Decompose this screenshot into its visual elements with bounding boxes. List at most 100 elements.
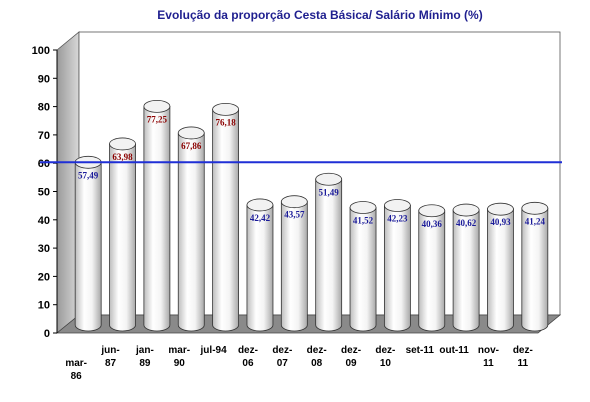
x-tick-label-line: jan- <box>135 345 154 356</box>
bar-top <box>212 103 240 116</box>
y-tick-label: 10 <box>38 300 50 312</box>
x-tick-label-line: 07 <box>277 358 289 369</box>
bar-body <box>246 204 274 332</box>
x-tick-label-line: set-11 <box>406 345 435 356</box>
data-label: 67,86 <box>181 141 202 151</box>
x-tick-label: mar- 90 <box>168 345 190 369</box>
bar <box>349 201 377 332</box>
x-tick-label: jan- 89 <box>135 345 154 369</box>
x-tick-label-line: 11 <box>483 358 494 369</box>
x-tick-label-line: 08 <box>311 358 323 369</box>
bar-top <box>280 195 308 209</box>
x-tick-label-line: 86 <box>71 371 83 382</box>
bar-top <box>487 202 514 216</box>
bar-top <box>383 199 411 212</box>
bar-top <box>521 201 549 215</box>
y-tick-label: 100 <box>32 45 50 57</box>
data-label: 51,49 <box>319 187 340 197</box>
x-tick-label-line: 90 <box>174 358 186 369</box>
x-tick-label-line: dez- <box>513 345 533 356</box>
data-label: 57,49 <box>78 170 99 180</box>
y-tick-label: 0 <box>44 328 50 340</box>
bar-top <box>452 203 480 217</box>
bar <box>246 198 274 332</box>
data-label: 77,25 <box>147 114 168 124</box>
x-tick-label-line: 06 <box>242 358 254 369</box>
x-tick-label-line: nov- <box>478 345 499 356</box>
bar-body <box>487 208 514 332</box>
x-tick-label: jun- 87 <box>100 345 119 369</box>
bar <box>280 195 308 332</box>
data-label: 43,57 <box>284 210 305 220</box>
x-tick-label-line: mar- <box>168 345 190 356</box>
x-tick-label: set-11 <box>406 345 435 356</box>
bar <box>315 172 343 332</box>
bar <box>177 126 205 332</box>
x-tick-label-line: 10 <box>380 358 392 369</box>
bar-body <box>212 109 240 332</box>
bar-top <box>315 172 343 186</box>
x-tick-label: jul-94 <box>200 345 228 356</box>
data-label: 40,93 <box>490 217 511 227</box>
x-tick-label: dez- 10 <box>375 345 395 369</box>
x-tick-label: out-11 <box>439 345 469 356</box>
bar <box>109 137 136 332</box>
y-tick-label: 20 <box>38 271 50 283</box>
data-label: 42,42 <box>250 213 271 223</box>
x-tick-label-line: 89 <box>139 358 151 369</box>
x-tick-label: mar- 86 <box>65 358 87 382</box>
bar <box>212 103 240 332</box>
y-tick-label: 30 <box>38 243 50 255</box>
x-tick-label-line: 11 <box>518 358 529 369</box>
data-label: 42,23 <box>387 213 408 223</box>
y-tick-label: 70 <box>38 130 50 142</box>
x-tick-label-line: jul-94 <box>200 345 228 356</box>
bar-body <box>74 161 102 332</box>
data-label: 41,24 <box>525 216 546 226</box>
x-tick-label-line: 09 <box>345 358 357 369</box>
x-tick-label: dez- 07 <box>272 345 292 369</box>
data-label: 40,62 <box>456 218 477 228</box>
x-tick-label-line: dez- <box>375 345 395 356</box>
x-tick-label-line: dez- <box>238 345 258 356</box>
x-tick-label: nov- 11 <box>478 345 499 369</box>
bar-top <box>143 99 171 113</box>
x-tick-label-line: jun- <box>100 345 119 356</box>
x-tick-label-line: out-11 <box>439 345 469 356</box>
bar-top <box>109 137 136 151</box>
bar-top <box>418 204 446 218</box>
bar <box>143 99 171 332</box>
bar <box>521 201 549 332</box>
bar-body <box>452 209 480 332</box>
x-tick-label-line: dez- <box>341 345 361 356</box>
bar-body <box>109 143 136 332</box>
bar <box>418 204 446 332</box>
y-tick-label: 80 <box>38 102 50 114</box>
bar-body <box>315 178 343 332</box>
x-tick-label: dez- 06 <box>238 345 258 369</box>
bar-body <box>177 132 205 332</box>
bar-top <box>349 201 377 214</box>
y-axis: 0 10 20 30 40 50 60 70 80 90 100 <box>32 45 58 340</box>
data-label: 63,98 <box>112 152 133 162</box>
x-tick-label-line: dez- <box>307 345 327 356</box>
bar <box>487 202 514 332</box>
bar-body <box>143 105 171 332</box>
bar <box>452 203 480 332</box>
bar-top <box>246 198 274 212</box>
bar <box>74 155 102 332</box>
data-label: 41,52 <box>353 215 374 225</box>
y-tick-label: 40 <box>38 215 50 227</box>
bar-body <box>521 207 549 332</box>
data-labels: 57,49 63,98 77,25 67,86 76,18 42,42 43,57 51,49… <box>78 114 545 228</box>
bar-body <box>418 210 446 332</box>
data-label: 40,36 <box>422 219 443 229</box>
data-label: 76,18 <box>215 117 236 127</box>
x-tick-label: dez- 11 <box>513 345 533 369</box>
x-tick-label: dez- 08 <box>307 345 327 369</box>
bar-body <box>349 207 377 332</box>
x-tick-label-line: 87 <box>105 358 117 369</box>
bar-body <box>383 205 411 332</box>
